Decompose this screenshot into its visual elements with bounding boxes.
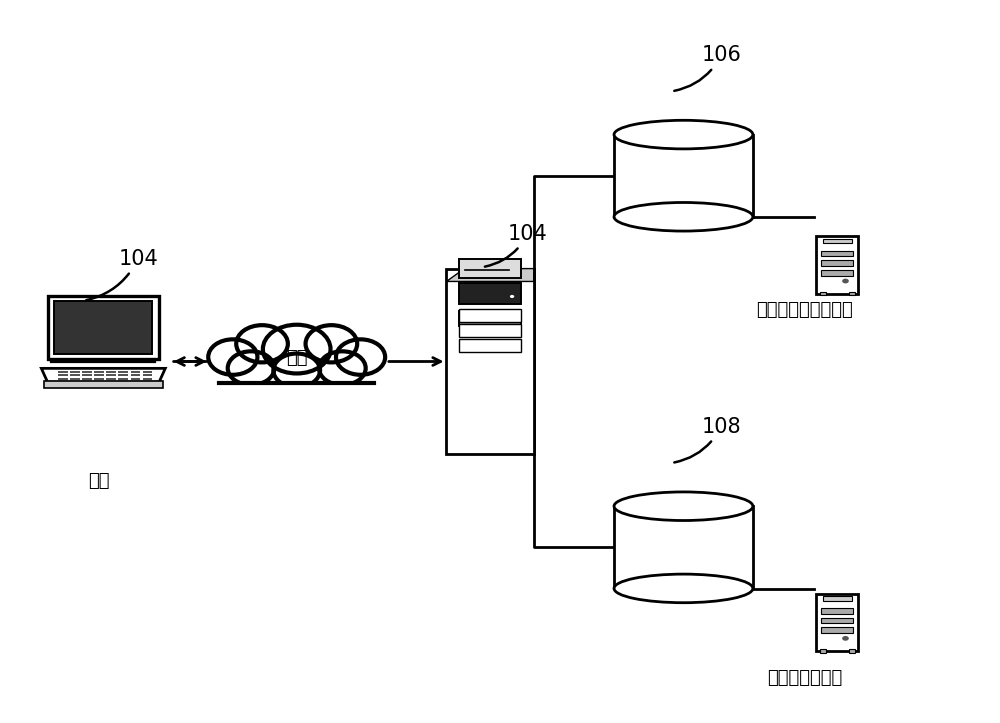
Bar xyxy=(131,374,140,377)
Bar xyxy=(131,371,140,373)
Bar xyxy=(94,377,104,380)
Bar xyxy=(614,506,753,589)
Bar xyxy=(821,617,853,623)
Bar xyxy=(48,296,159,359)
Bar xyxy=(94,371,104,373)
Bar xyxy=(106,371,116,373)
Circle shape xyxy=(228,351,274,385)
Bar xyxy=(459,339,521,352)
Circle shape xyxy=(236,325,288,362)
Ellipse shape xyxy=(614,120,753,149)
Bar xyxy=(82,371,92,373)
Bar xyxy=(131,377,140,380)
Bar xyxy=(106,374,116,377)
Bar xyxy=(58,374,68,377)
Bar xyxy=(54,301,152,354)
Bar xyxy=(820,649,826,653)
Text: 106: 106 xyxy=(674,45,741,91)
Bar xyxy=(201,382,393,405)
Bar xyxy=(118,374,128,377)
Circle shape xyxy=(306,325,357,362)
Bar xyxy=(849,292,855,295)
Bar xyxy=(143,377,152,380)
Text: 网络: 网络 xyxy=(286,349,307,367)
Circle shape xyxy=(319,351,366,385)
Text: 终端: 终端 xyxy=(88,472,109,490)
Bar xyxy=(118,377,128,380)
Bar xyxy=(70,377,80,380)
Bar xyxy=(70,374,80,377)
Bar xyxy=(94,374,104,377)
Bar xyxy=(82,377,92,380)
Bar xyxy=(821,251,853,257)
Bar xyxy=(459,260,521,278)
Bar xyxy=(821,608,853,614)
Circle shape xyxy=(336,339,385,375)
Bar xyxy=(821,270,853,276)
Polygon shape xyxy=(41,368,165,382)
Bar xyxy=(143,374,152,377)
Text: 104: 104 xyxy=(485,223,548,267)
Bar xyxy=(823,596,852,601)
Bar xyxy=(118,371,128,373)
Bar xyxy=(849,649,855,653)
Polygon shape xyxy=(446,268,534,281)
Circle shape xyxy=(208,339,257,375)
Circle shape xyxy=(273,354,320,388)
Bar xyxy=(459,312,521,326)
Bar xyxy=(821,260,853,266)
Bar xyxy=(106,377,116,380)
Text: 关系型数据库服务器: 关系型数据库服务器 xyxy=(757,301,853,319)
Text: 108: 108 xyxy=(674,416,741,463)
Bar xyxy=(82,374,92,377)
Bar xyxy=(44,380,163,388)
Bar xyxy=(614,134,753,217)
Ellipse shape xyxy=(614,202,753,231)
Bar xyxy=(58,371,68,373)
Bar xyxy=(821,628,853,633)
Bar xyxy=(70,371,80,373)
Ellipse shape xyxy=(614,574,753,603)
Bar xyxy=(143,371,152,373)
Circle shape xyxy=(263,325,331,374)
Bar xyxy=(459,309,521,322)
Bar xyxy=(58,377,68,380)
Bar xyxy=(459,283,521,304)
Text: 104: 104 xyxy=(86,249,158,300)
Circle shape xyxy=(842,636,849,641)
Circle shape xyxy=(842,278,849,283)
Circle shape xyxy=(510,295,514,298)
Bar xyxy=(816,594,858,651)
Bar xyxy=(816,236,858,294)
Bar xyxy=(446,268,534,455)
Text: 搜索引擎服务器: 搜索引擎服务器 xyxy=(767,669,843,687)
Bar xyxy=(459,325,521,338)
Bar xyxy=(823,239,852,244)
Ellipse shape xyxy=(614,492,753,521)
Bar xyxy=(820,292,826,295)
